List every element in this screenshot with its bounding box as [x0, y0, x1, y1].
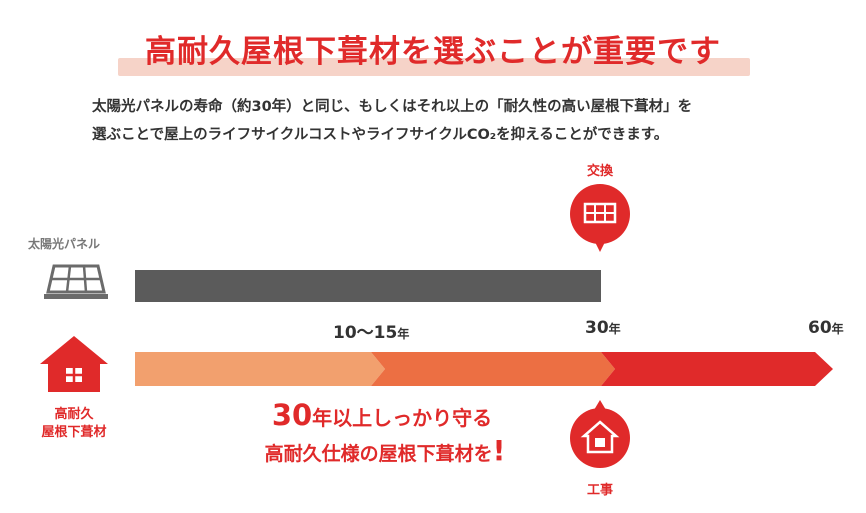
solar-panel-label: 太陽光パネル	[28, 237, 101, 251]
replace-pin-icon	[570, 184, 630, 252]
solar-lifespan-bar	[135, 270, 601, 302]
tick-30: 30年	[585, 318, 621, 338]
heading: 高耐久屋根下葺材を選ぶことが重要です	[0, 30, 866, 80]
promo-line-2: 高耐久仕様の屋根下葺材を!	[264, 434, 506, 467]
solar-panel-icon	[583, 202, 617, 224]
replace-label: 交換	[586, 164, 613, 179]
construction-pin-icon	[570, 400, 630, 468]
segment-mid	[371, 352, 615, 386]
segment-early	[135, 352, 385, 386]
roof-lifespan-arrow	[135, 352, 833, 386]
house-outline-icon	[580, 420, 620, 454]
segment-late	[601, 352, 833, 386]
description-line-1: 太陽光パネルの寿命（約30年）と同じ、もしくはそれ以上の「耐久性の高い屋根下葺材…	[92, 99, 693, 115]
tick-10-15: 10〜15年	[333, 323, 410, 343]
page-title: 高耐久屋根下葺材を選ぶことが重要です	[145, 34, 721, 70]
house-icon	[40, 336, 108, 392]
promo-line-1: 30年以上しっかり守る	[271, 398, 493, 432]
solar-panel-gray-icon	[44, 264, 108, 299]
roof-material-label-2: 屋根下葺材	[41, 425, 107, 440]
tick-60: 60年	[808, 318, 844, 338]
construction-label: 工事	[586, 483, 613, 498]
description-line-2: 選ぶことで屋上のライフサイクルコストやライフサイクルCO₂を抑えることができます…	[92, 127, 669, 143]
title-highlight	[118, 58, 750, 76]
roof-material-label-1: 高耐久	[54, 407, 94, 422]
